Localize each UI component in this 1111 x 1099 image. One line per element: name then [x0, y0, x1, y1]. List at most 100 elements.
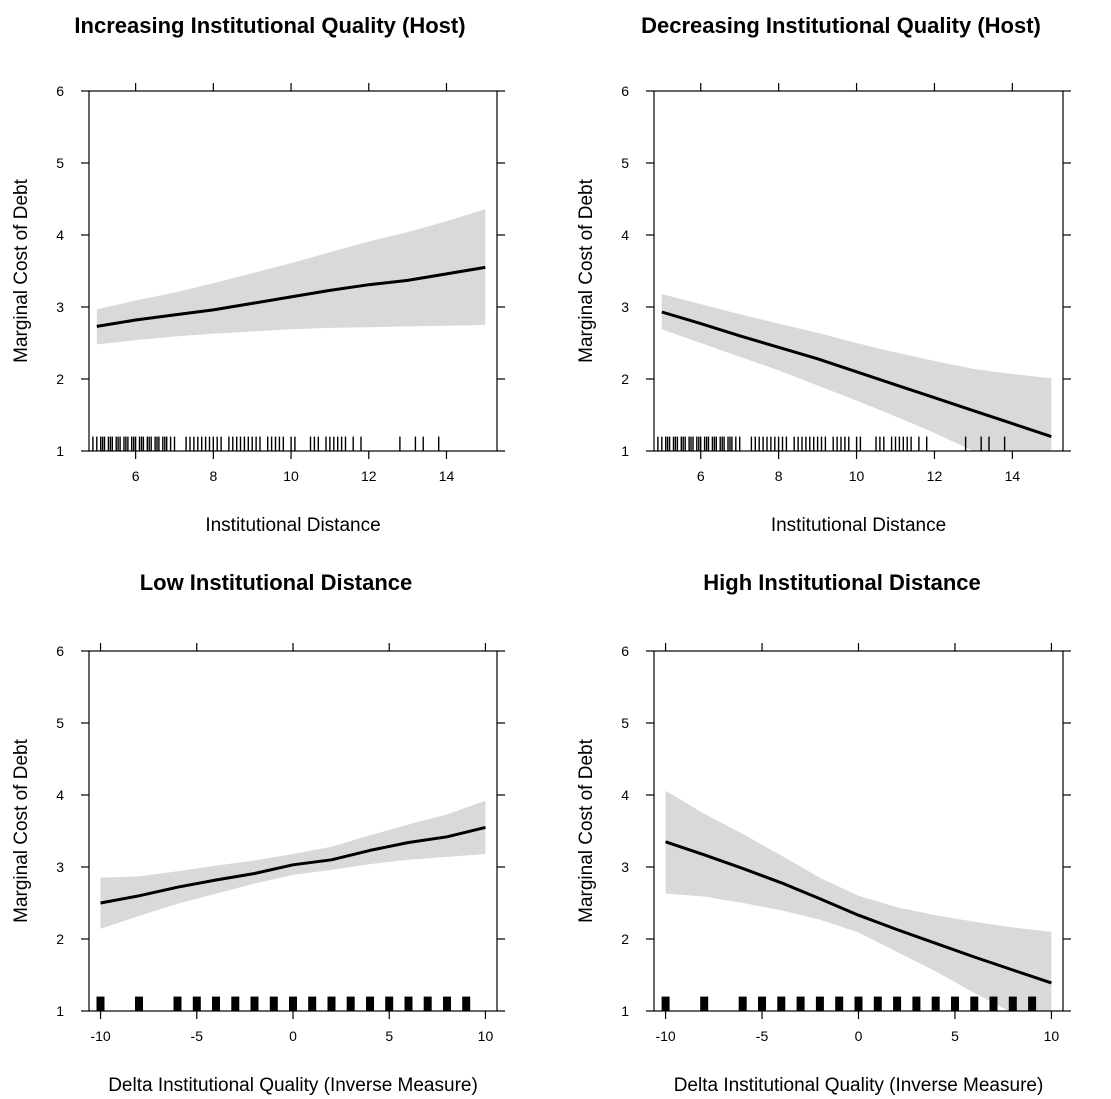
- rug-mark: [138, 436, 141, 451]
- y-tick-label: 6: [56, 83, 64, 99]
- rug-mark: [951, 996, 959, 1011]
- rug-mark: [232, 436, 234, 451]
- rug-mark: [119, 436, 121, 451]
- rug-mark: [103, 436, 106, 451]
- x-tick-label: 10: [283, 468, 299, 484]
- rug-mark: [212, 436, 214, 451]
- rug-mark: [758, 996, 766, 1011]
- rug-mark: [270, 436, 273, 451]
- rug-mark: [848, 436, 850, 451]
- x-tick-label: 8: [775, 468, 783, 484]
- rug-mark: [344, 436, 347, 451]
- rug-mark: [698, 436, 700, 451]
- rug-mark: [762, 436, 764, 451]
- rug-mark: [127, 436, 129, 451]
- rug-mark: [267, 436, 269, 451]
- rug-mark: [989, 996, 998, 1011]
- rug-mark: [96, 436, 98, 451]
- y-tick-label: 6: [621, 643, 629, 659]
- rug-mark: [813, 436, 815, 451]
- panel-decreasing-quality: Decreasing Institutional Quality (Host) …: [576, 13, 1071, 536]
- chart-title: Low Institutional Distance: [140, 570, 413, 595]
- rug-mark: [309, 436, 312, 451]
- rug-mark: [729, 436, 731, 451]
- rug-mark: [696, 436, 698, 451]
- rug-mark: [661, 996, 670, 1011]
- x-tick-label: 10: [478, 1028, 494, 1044]
- rug-mark: [148, 436, 150, 451]
- y-tick-label: 1: [56, 443, 64, 459]
- y-tick-label: 2: [56, 931, 64, 947]
- rug-mark: [873, 996, 882, 1011]
- rug-mark: [700, 996, 709, 1011]
- rug-mark: [809, 436, 811, 451]
- rug-mark: [898, 436, 901, 451]
- y-tick-label: 5: [56, 155, 64, 171]
- rug-mark: [169, 436, 172, 451]
- rug-mark: [236, 436, 238, 451]
- rug-mark: [766, 436, 768, 451]
- fit-line: [96, 265, 486, 328]
- rug-mark: [970, 996, 979, 1011]
- rug-mark: [212, 996, 220, 1011]
- rug-mark: [727, 436, 729, 451]
- rug-mark: [676, 436, 679, 451]
- rug-mark: [162, 436, 164, 451]
- y-tick-label: 4: [621, 787, 629, 803]
- rug-mark: [251, 436, 253, 451]
- rug-mark: [164, 436, 166, 451]
- rug-mark: [1008, 996, 1017, 1011]
- x-tick-label: 5: [951, 1028, 959, 1044]
- rug-mark: [109, 436, 112, 451]
- rug-mark: [100, 436, 102, 451]
- rug-mark: [156, 436, 158, 451]
- rug-mark: [750, 436, 753, 451]
- rug-mark: [894, 436, 897, 451]
- rug-mark: [404, 996, 413, 1011]
- x-axis-label: Institutional Distance: [205, 515, 380, 536]
- rug-mark: [192, 996, 201, 1011]
- y-tick-label: 2: [621, 931, 629, 947]
- y-tick-label: 5: [621, 155, 629, 171]
- y-tick-label: 2: [56, 371, 64, 387]
- rug-mark: [208, 436, 211, 451]
- rug-mark: [797, 436, 799, 451]
- y-tick-label: 2: [621, 371, 629, 387]
- y-axis-label: Marginal Cost of Debt: [576, 738, 597, 922]
- rug-mark: [1028, 996, 1037, 1011]
- rug-mark: [824, 436, 827, 451]
- rug-mark: [201, 436, 203, 451]
- y-tick-label: 1: [56, 1003, 64, 1019]
- rug-mark: [723, 436, 725, 451]
- rug-mark: [239, 436, 242, 451]
- rug-mark: [366, 996, 374, 1011]
- rug-mark: [731, 436, 733, 451]
- plot-area: [661, 790, 1052, 1011]
- y-tick-label: 4: [56, 787, 64, 803]
- rug-mark: [117, 436, 119, 451]
- rug-mark: [690, 436, 692, 451]
- plot-area: [96, 800, 486, 1011]
- rug-mark: [836, 436, 838, 451]
- rug-mark: [785, 436, 788, 451]
- rug-mark: [793, 436, 795, 451]
- rug-mark: [255, 436, 257, 451]
- y-tick-label: 4: [621, 227, 629, 243]
- rug-mark: [115, 436, 117, 451]
- x-tick-label: 10: [1044, 1028, 1060, 1044]
- rug-mark: [781, 436, 784, 451]
- rug-mark: [801, 436, 803, 451]
- rug-mark: [243, 436, 246, 451]
- rug-mark: [680, 436, 682, 451]
- x-tick-label: 0: [289, 1028, 297, 1044]
- y-tick-label: 3: [56, 859, 64, 875]
- rug-mark: [735, 436, 737, 451]
- rug-mark: [197, 436, 199, 451]
- rug-mark: [668, 436, 671, 451]
- x-tick-label: -10: [90, 1028, 110, 1044]
- rug-mark: [154, 436, 156, 451]
- rug-mark: [815, 996, 824, 1011]
- y-tick-label: 4: [56, 227, 64, 243]
- y-tick-label: 6: [56, 643, 64, 659]
